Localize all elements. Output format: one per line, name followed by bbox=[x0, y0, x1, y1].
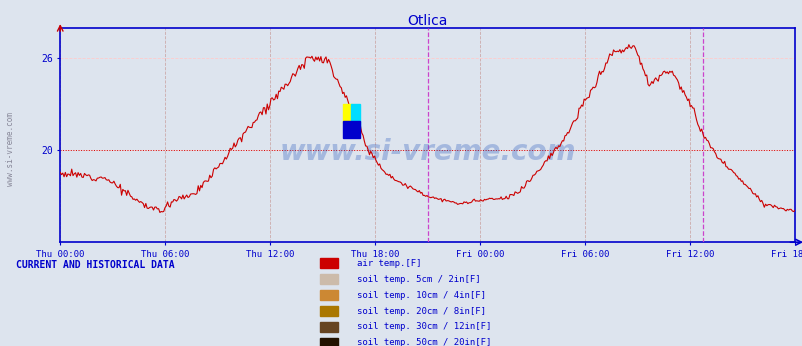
Text: soil temp. 10cm / 4in[F]: soil temp. 10cm / 4in[F] bbox=[357, 291, 486, 300]
Text: air temp.[F]: air temp.[F] bbox=[357, 259, 421, 268]
Title: Otlica: Otlica bbox=[407, 14, 448, 28]
Bar bbox=[350, 104, 359, 128]
Text: soil temp. 20cm / 8in[F]: soil temp. 20cm / 8in[F] bbox=[357, 307, 486, 316]
Text: CURRENT AND HISTORICAL DATA: CURRENT AND HISTORICAL DATA bbox=[16, 260, 175, 270]
Text: soil temp. 30cm / 12in[F]: soil temp. 30cm / 12in[F] bbox=[357, 322, 491, 331]
Text: www.si-vreme.com: www.si-vreme.com bbox=[6, 112, 15, 186]
Text: soil temp. 5cm / 2in[F]: soil temp. 5cm / 2in[F] bbox=[357, 275, 480, 284]
Text: soil temp. 50cm / 20in[F]: soil temp. 50cm / 20in[F] bbox=[357, 338, 491, 346]
Text: www.si-vreme.com: www.si-vreme.com bbox=[279, 138, 575, 166]
Bar bbox=[343, 104, 352, 123]
Bar bbox=[343, 121, 359, 138]
